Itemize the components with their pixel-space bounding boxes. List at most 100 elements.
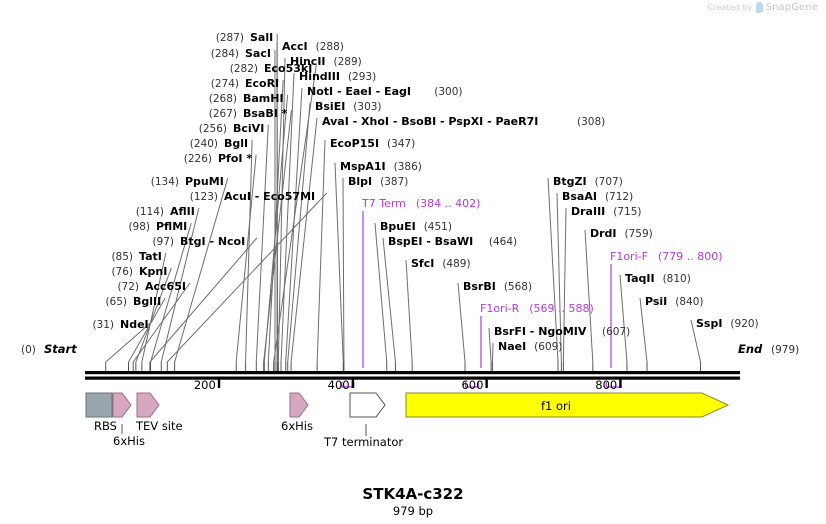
enzyme-leader-line	[562, 207, 567, 363]
feature-tev-site[interactable]: TEV site	[135, 392, 183, 433]
enzyme-label[interactable]: BtgZI (707)	[553, 175, 623, 188]
enzyme-label[interactable]: (76) KpnI	[111, 265, 167, 278]
enzyme-label[interactable]: MspA1I (386)	[340, 160, 422, 173]
enzyme-name: BlpI	[348, 175, 372, 188]
enzyme-name: PpuMI	[185, 175, 224, 188]
enzyme-position: (308)	[577, 116, 605, 128]
feature-label: 6xHis	[113, 434, 145, 448]
enzyme-name: EcoRI	[245, 77, 279, 90]
page-title: STK4A-c322	[362, 485, 463, 503]
enzyme-name: PfoI *	[218, 152, 252, 165]
enzyme-label[interactable]: (274) EcoRI	[211, 77, 279, 90]
enzyme-leader-line	[290, 117, 318, 363]
enzyme-label[interactable]: (268) BamHI	[209, 92, 284, 105]
enzyme-label[interactable]: (240) BglI	[190, 137, 248, 150]
enzyme-leader-line	[245, 139, 253, 363]
feature-f1-ori[interactable]: f1 ori	[405, 392, 730, 418]
enzyme-label[interactable]: (134) PpuMI	[151, 175, 224, 188]
enzyme-label[interactable]: BsaAI (712)	[562, 190, 633, 203]
enzyme-name: SfcI	[411, 257, 434, 270]
ruler-tick	[217, 379, 221, 388]
enzyme-position: (568)	[504, 281, 532, 293]
enzyme-label[interactable]: AccI (288)	[282, 40, 344, 53]
enzyme-name: PflMI	[156, 220, 187, 233]
enzyme-label[interactable]: TaqII (810)	[625, 272, 691, 285]
enzyme-label[interactable]: SspI (920)	[696, 317, 759, 330]
enzyme-label[interactable]: DraIII (715)	[571, 205, 641, 218]
enzyme-label[interactable]: (114) AflII	[136, 205, 195, 218]
enzyme-position: (451)	[424, 221, 452, 233]
feature-shape[interactable]	[85, 392, 113, 418]
enzyme-label[interactable]: (123) AcuI - Eco57MI	[190, 190, 315, 203]
enzyme-name: BpuEI	[380, 220, 416, 233]
ruler-tick-label: 800	[595, 378, 617, 392]
watermark-prefix: Created by	[707, 3, 753, 12]
feature-t7-terminator[interactable]: T7 terminator	[323, 392, 403, 449]
enzyme-position: (98)	[128, 221, 150, 233]
enzyme-label[interactable]: AvaI - XhoI - BsoBI - PspXI - PaeR7I (308…	[322, 115, 605, 128]
enzyme-label[interactable]: PsiI (840)	[645, 295, 704, 308]
primer-range: (569 .. 588)	[529, 302, 594, 315]
enzyme-label[interactable]: (31) NdeI	[92, 318, 148, 331]
enzyme-position: (759)	[625, 228, 653, 240]
enzyme-label[interactable]: SfcI (489)	[411, 257, 471, 270]
enzyme-position: (76)	[111, 266, 133, 278]
feature-shape[interactable]	[112, 392, 132, 418]
enzyme-name: SspI	[696, 317, 722, 330]
feature-shape[interactable]	[405, 392, 730, 418]
enzyme-label[interactable]: (267) BsaBI *	[209, 107, 288, 120]
enzyme-label[interactable]: (226) PfoI *	[184, 152, 253, 165]
ruler-ticks-group	[217, 379, 622, 388]
enzyme-label[interactable]: (85) TatI	[111, 250, 161, 263]
enzyme-label[interactable]: (287) SalI	[216, 31, 273, 44]
feature-6xhis[interactable]: 6xHis	[281, 392, 313, 433]
enzyme-label[interactable]: EcoP15I (347)	[330, 137, 415, 150]
enzyme-label[interactable]: BsiEI (303)	[315, 100, 382, 113]
feature-shape[interactable]	[289, 392, 309, 418]
enzyme-name: NotI - EaeI - EagI	[307, 85, 411, 98]
enzyme-label[interactable]: (256) BciVI	[199, 122, 265, 135]
enzyme-name: Acc65I	[145, 280, 186, 293]
ruler-labels-group: 200 400 600 800	[194, 378, 617, 392]
enzyme-label[interactable]: (98) PflMI	[128, 220, 187, 233]
enzyme-label[interactable]: BspEI - BsaWI (464)	[388, 235, 517, 248]
enzyme-label[interactable]: (284) SacI	[211, 47, 271, 60]
enzyme-leader-line	[457, 282, 466, 363]
enzyme-position: (293)	[348, 71, 376, 83]
feature-rbs[interactable]: RBS	[85, 392, 117, 433]
enzyme-name: BtgZI	[553, 175, 587, 188]
enzyme-label[interactable]: BpuEI (451)	[380, 220, 452, 233]
sequence-end-label: End	[738, 342, 763, 356]
enzyme-label[interactable]: HincII (289)	[290, 55, 362, 68]
primer-label[interactable]: T7 Term (384 .. 402)	[361, 197, 480, 210]
enzyme-position: (288)	[316, 41, 344, 53]
enzyme-label[interactable]: (97) BtgI - NcoI	[152, 235, 245, 248]
primer-name: F1ori-F	[610, 250, 648, 263]
enzyme-label[interactable]: BlpI (387)	[348, 175, 408, 188]
enzyme-name: KpnI	[139, 265, 167, 278]
enzyme-label[interactable]: NaeI (609)	[498, 340, 562, 353]
enzyme-name: HindIII	[299, 70, 340, 83]
enzyme-label[interactable]: NotI - EaeI - EagI (300)	[307, 85, 463, 98]
enzyme-label[interactable]: BsrFI - NgoMIV (607)	[494, 325, 630, 338]
snapgene-logo-icon	[755, 2, 763, 13]
feature-6xhis[interactable]: 6xHis	[112, 392, 145, 448]
sequence-end-pos: (979)	[771, 344, 799, 356]
enzyme-position: (134)	[151, 176, 179, 188]
enzyme-position: (712)	[605, 191, 633, 203]
enzyme-name: NdeI	[120, 318, 149, 331]
primer-label[interactable]: F1ori-R (569 .. 588)	[480, 302, 594, 315]
enzyme-position: (489)	[442, 258, 470, 270]
primer-label[interactable]: F1ori-F (779 .. 800)	[610, 250, 722, 263]
enzyme-label[interactable]: HindIII (293)	[299, 70, 376, 83]
feature-shape[interactable]	[136, 392, 160, 418]
enzyme-name: BglII	[133, 295, 161, 308]
enzyme-name: AccI	[282, 40, 308, 53]
enzyme-label[interactable]: DrdI (759)	[590, 227, 653, 240]
enzyme-name: AvaI - XhoI - BsoBI - PspXI - PaeR7I	[322, 115, 538, 128]
enzyme-label[interactable]: (72) Acc65I	[117, 280, 186, 293]
enzyme-label[interactable]: (65) BglII	[105, 295, 161, 308]
enzyme-label[interactable]: (282) Eco53kI	[230, 62, 313, 75]
enzyme-label[interactable]: BsrBI (568)	[463, 280, 532, 293]
feature-shape[interactable]	[349, 392, 386, 418]
